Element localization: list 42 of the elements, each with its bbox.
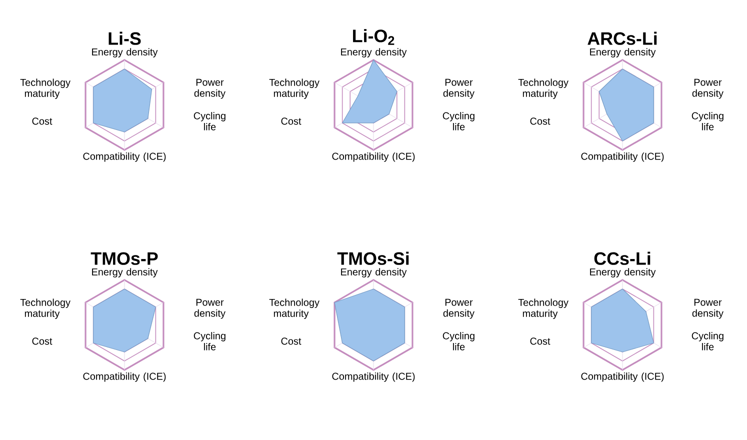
spoke-label: Cost (32, 338, 52, 345)
spoke-label: Cycling life (194, 112, 226, 130)
spoke-label: Cost (530, 338, 550, 345)
spoke-label: Compatibility (ICE) (83, 152, 166, 162)
spoke-label: Compatibility (ICE) (83, 372, 166, 382)
chart-title: TMOs-P (90, 252, 158, 265)
spoke-label: Power density (194, 298, 226, 319)
spoke-label: Power density (443, 78, 474, 99)
spoke-label: Compatibility (ICE) (332, 372, 415, 382)
spoke-label: Power density (692, 298, 724, 319)
spoke-label: Cycling life (692, 112, 724, 130)
spoke-label: Compatibility (ICE) (581, 372, 664, 382)
spoke-label: Technology maturity (269, 298, 320, 319)
spoke-label: Energy density (590, 48, 656, 58)
spoke-label: Cycling life (442, 332, 474, 350)
chart-title: TMOs-Si (337, 252, 409, 265)
spoke-label: Energy density (341, 268, 407, 278)
spoke-label: Technology maturity (269, 78, 320, 99)
chart-title: CCs-Li (594, 252, 650, 265)
spoke-label: Cost (530, 118, 550, 125)
spoke-label: Power density (194, 78, 226, 99)
chart-title: ARCs-Li (588, 32, 657, 45)
spoke-label: Cost (32, 118, 52, 125)
spoke-label: Technology maturity (518, 298, 568, 319)
spoke-label: Technology maturity (518, 78, 568, 99)
spoke-label: Power density (443, 298, 474, 319)
spoke-label: Energy density (92, 48, 158, 58)
chart-title: Li-S (108, 32, 141, 45)
spoke-label: Technology maturity (20, 298, 70, 319)
spoke-label: Energy density (341, 48, 407, 58)
spoke-label: Energy density (92, 268, 158, 278)
spoke-label: Energy density (590, 268, 656, 278)
spoke-label: Cost (281, 338, 302, 345)
spoke-label: Power density (692, 78, 724, 99)
spoke-label: Compatibility (ICE) (332, 152, 415, 162)
spoke-label: Cycling life (692, 332, 724, 350)
chart-title: Li-O$_{2}$ (353, 29, 394, 45)
spoke-label: Compatibility (ICE) (581, 152, 664, 162)
spoke-label: Cost (281, 118, 302, 125)
spoke-label: Technology maturity (20, 78, 70, 99)
spoke-label: Cycling life (442, 112, 474, 130)
spoke-label: Cycling life (194, 332, 226, 350)
